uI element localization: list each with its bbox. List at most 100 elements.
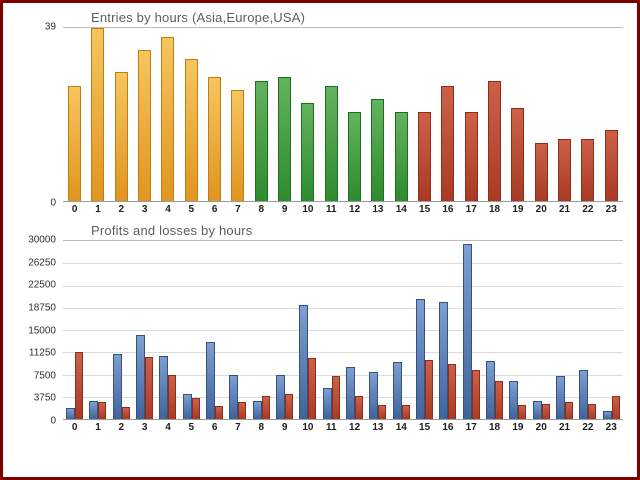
x-tick-label: 21 [558, 422, 571, 433]
bar-group-hour-5 [180, 241, 203, 419]
bar-group-hour-12 [343, 241, 366, 419]
bar-profits-hour-5 [182, 394, 192, 419]
gridline [63, 330, 623, 331]
bar-losses-hour-6 [215, 405, 224, 419]
x-tick-label: 10 [302, 204, 314, 215]
bar-profits-hour-9 [276, 374, 286, 419]
bar-group-hour-23 [600, 241, 623, 419]
x-tick-label: 0 [71, 204, 78, 215]
bar-group-hour-14 [390, 241, 413, 419]
bar-group-hour-1 [86, 28, 109, 201]
bar-profits-hour-17 [462, 243, 472, 419]
bar-europe-hour-10 [301, 103, 315, 201]
x-tick-label: 4 [165, 204, 171, 215]
x-tick-label: 9 [281, 204, 288, 215]
bar-usa-hour-21 [558, 138, 572, 201]
bar-group-hour-14 [390, 28, 413, 201]
x-tick-label: 8 [258, 422, 265, 433]
x-tick-label: 11 [325, 422, 337, 433]
bar-losses-hour-22 [588, 403, 597, 419]
y-tick-label: 0 [50, 197, 56, 209]
x-tick-label: 23 [605, 204, 617, 215]
bar-group-hour-19 [506, 241, 529, 419]
y-tick-label: 0 [50, 415, 56, 427]
chart-body: 0 3750 7500 11250 15000 18750 22500 26250 30000 … [3, 235, 631, 433]
x-tick-label: 1 [95, 422, 101, 433]
bar-losses-hour-3 [145, 356, 154, 419]
bar-group-hour-4 [156, 28, 179, 201]
bar-profits-hour-16 [439, 302, 449, 419]
bar-group-hour-0 [63, 241, 86, 419]
x-tick-label: 6 [211, 422, 218, 433]
bar-profits-hour-19 [509, 381, 519, 419]
bar-usa-hour-17 [464, 112, 478, 201]
bar-group-hour-16 [436, 28, 459, 201]
bar-usa-hour-16 [441, 85, 455, 201]
bar-europe-hour-11 [324, 85, 338, 201]
x-tick-label: 16 [442, 422, 454, 433]
bar-losses-hour-18 [495, 381, 504, 419]
bar-group-hour-22 [576, 241, 599, 419]
bar-profits-hour-20 [532, 401, 542, 419]
bar-profits-hour-12 [346, 367, 356, 419]
gridline [63, 285, 623, 287]
bar-usa-hour-23 [604, 130, 618, 201]
x-tick-label: 18 [489, 204, 501, 215]
bar-usa-hour-15 [418, 112, 432, 201]
y-axis: 0 39 [3, 22, 63, 209]
bar-asia-hour-6 [208, 76, 222, 201]
bar-losses-hour-23 [611, 396, 620, 419]
x-tick-label: 10 [302, 422, 314, 433]
x-tick-label: 4 [165, 422, 171, 433]
bar-profits-hour-11 [322, 388, 332, 419]
bar-group-hour-12 [343, 28, 366, 201]
x-tick-label: 2 [118, 204, 125, 215]
bar-group-hour-8 [250, 241, 273, 419]
x-tick-label: 12 [349, 422, 361, 433]
bar-group-hour-9 [273, 28, 296, 201]
bar-group-hour-11 [320, 241, 343, 419]
bar-losses-hour-4 [168, 375, 177, 419]
bars-container [63, 28, 623, 201]
bar-group-hour-3 [133, 241, 156, 419]
bar-losses-hour-15 [425, 359, 434, 419]
x-tick-label: 13 [372, 204, 384, 215]
bar-group-hour-21 [553, 28, 576, 201]
bar-group-hour-18 [483, 241, 506, 419]
chart-body: 0 39 0 1 2 3 4 5 6 7 8 9 10 11 12 13 14 15 16 17 18 19 20 21 22… [3, 22, 631, 215]
plot-column: 0 1 2 3 4 5 6 7 8 9 10 11 12 13 14 15 16 17 18 19 20 21 22 23 [63, 240, 623, 433]
bar-losses-hour-11 [331, 376, 340, 419]
bar-usa-hour-22 [581, 138, 595, 201]
bar-group-hour-4 [156, 241, 179, 419]
bar-asia-hour-7 [231, 90, 245, 201]
x-tick-label: 6 [211, 204, 218, 215]
bar-group-hour-9 [273, 241, 296, 419]
y-tick-label: 18750 [28, 302, 56, 314]
y-tick-label: 7500 [33, 370, 56, 382]
bar-group-hour-23 [600, 28, 623, 201]
y-tick-label: 11250 [28, 347, 56, 359]
x-tick-label: 16 [442, 204, 454, 215]
x-tick-label: 19 [512, 204, 524, 215]
bar-group-hour-15 [413, 28, 436, 201]
bar-losses-hour-5 [191, 398, 200, 419]
y-tick-label: 26250 [28, 257, 56, 269]
bar-asia-hour-2 [114, 72, 128, 201]
x-tick-label: 20 [535, 204, 547, 215]
bar-profits-hour-7 [229, 374, 239, 419]
bar-profits-hour-23 [602, 411, 612, 419]
gridline [63, 374, 623, 376]
y-tick-label: 39 [44, 21, 56, 33]
bar-group-hour-18 [483, 28, 506, 201]
bar-group-hour-6 [203, 241, 226, 419]
bar-losses-hour-19 [518, 405, 527, 419]
bar-group-hour-13 [366, 241, 389, 419]
x-tick-label: 22 [582, 422, 594, 433]
bar-losses-hour-16 [448, 364, 457, 419]
plot-column: 0 1 2 3 4 5 6 7 8 9 10 11 12 13 14 15 16 17 18 19 20 21 22 23 [63, 27, 623, 215]
bar-group-hour-20 [530, 241, 553, 419]
x-tick-label: 17 [465, 422, 477, 433]
x-tick-label: 2 [118, 422, 125, 433]
x-tick-label: 9 [281, 422, 288, 433]
